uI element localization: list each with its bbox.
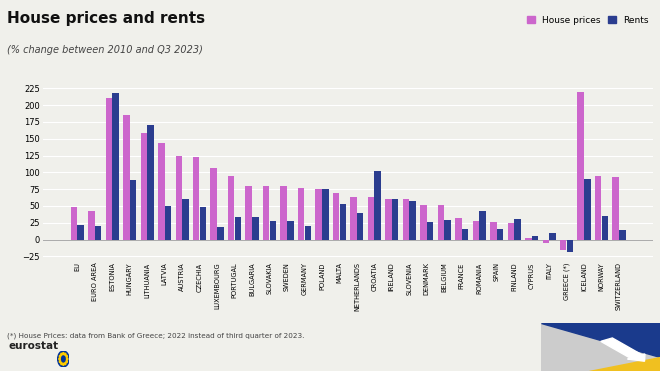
Bar bbox=[392, 199, 399, 240]
Bar bbox=[333, 193, 339, 240]
Bar bbox=[427, 222, 434, 240]
Bar bbox=[217, 227, 224, 240]
Circle shape bbox=[63, 352, 64, 355]
Circle shape bbox=[65, 362, 66, 365]
Bar bbox=[193, 157, 199, 240]
Bar bbox=[357, 213, 364, 240]
Bar bbox=[409, 201, 416, 240]
Bar bbox=[130, 180, 136, 240]
Bar bbox=[322, 189, 329, 240]
Bar bbox=[339, 204, 346, 240]
Bar bbox=[420, 204, 426, 240]
Bar bbox=[235, 217, 241, 240]
Bar bbox=[112, 93, 119, 240]
Text: House prices and rents: House prices and rents bbox=[7, 11, 205, 26]
Bar bbox=[263, 186, 269, 240]
Bar bbox=[71, 207, 77, 240]
Circle shape bbox=[65, 353, 66, 355]
Bar bbox=[578, 92, 584, 240]
Bar bbox=[158, 144, 164, 240]
Bar bbox=[403, 199, 409, 240]
Circle shape bbox=[61, 353, 62, 355]
Bar bbox=[350, 197, 357, 240]
Bar bbox=[549, 233, 556, 240]
Circle shape bbox=[66, 355, 67, 357]
Circle shape bbox=[66, 361, 67, 362]
Bar bbox=[508, 223, 514, 240]
Bar bbox=[584, 179, 591, 240]
Bar bbox=[619, 230, 626, 240]
Bar bbox=[543, 240, 549, 243]
Bar bbox=[298, 188, 304, 240]
Bar bbox=[77, 225, 84, 240]
Circle shape bbox=[57, 351, 69, 367]
Bar bbox=[514, 219, 521, 240]
Polygon shape bbox=[589, 357, 660, 371]
Bar bbox=[602, 216, 608, 240]
Text: (*) House Prices: data from Bank of Greece; 2022 instead of third quarter of 202: (*) House Prices: data from Bank of Gree… bbox=[7, 333, 304, 339]
Bar bbox=[304, 226, 311, 240]
Circle shape bbox=[61, 362, 62, 365]
Bar bbox=[315, 189, 322, 240]
Bar bbox=[147, 125, 154, 240]
Bar bbox=[176, 156, 182, 240]
Circle shape bbox=[67, 358, 68, 360]
Legend: House prices, Rents: House prices, Rents bbox=[527, 16, 649, 24]
Bar bbox=[455, 218, 461, 240]
Circle shape bbox=[59, 355, 61, 357]
Bar bbox=[141, 133, 147, 240]
Bar bbox=[525, 238, 531, 240]
Bar bbox=[368, 197, 374, 240]
Bar bbox=[479, 211, 486, 240]
Bar bbox=[270, 221, 276, 240]
Bar bbox=[200, 207, 206, 240]
Bar bbox=[473, 221, 479, 240]
Bar bbox=[246, 186, 252, 240]
Polygon shape bbox=[541, 323, 660, 371]
Bar bbox=[438, 205, 444, 240]
Bar bbox=[612, 177, 619, 240]
Bar bbox=[252, 217, 259, 240]
Bar bbox=[287, 221, 294, 240]
Bar bbox=[123, 115, 129, 240]
Bar bbox=[497, 229, 504, 240]
Bar bbox=[280, 186, 287, 240]
Circle shape bbox=[59, 358, 60, 360]
Bar bbox=[165, 206, 171, 240]
Bar bbox=[228, 176, 234, 240]
Text: (% change between 2010 and Q3 2023): (% change between 2010 and Q3 2023) bbox=[7, 45, 203, 55]
Bar bbox=[106, 98, 112, 240]
Bar bbox=[374, 171, 381, 240]
Bar bbox=[182, 199, 189, 240]
Bar bbox=[595, 176, 601, 240]
Circle shape bbox=[59, 361, 61, 362]
Polygon shape bbox=[541, 323, 660, 357]
Text: eurostat: eurostat bbox=[9, 341, 59, 351]
Bar bbox=[560, 240, 566, 250]
Bar bbox=[95, 226, 102, 240]
Bar bbox=[567, 240, 574, 252]
Bar bbox=[88, 211, 94, 240]
Bar bbox=[532, 236, 539, 240]
Bar bbox=[211, 168, 217, 240]
FancyArrow shape bbox=[601, 338, 645, 361]
Circle shape bbox=[63, 363, 64, 365]
Bar bbox=[385, 199, 392, 240]
Bar bbox=[444, 220, 451, 240]
Bar bbox=[490, 222, 496, 240]
Bar bbox=[462, 229, 469, 240]
